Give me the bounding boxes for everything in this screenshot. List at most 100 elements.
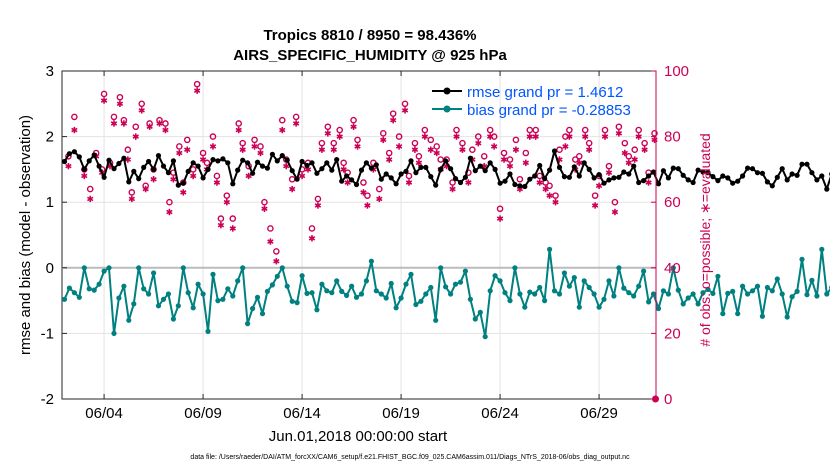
obs-possible-marker: [189, 166, 197, 173]
bias-point: [299, 273, 305, 279]
rmse-point: [502, 178, 508, 184]
y-tick-label-right: 40: [664, 260, 681, 277]
obs-evaluated-stroke: [421, 134, 429, 139]
rmse-point: [497, 180, 503, 186]
obs-evaluated-marker: [128, 195, 135, 203]
obs-evaluated-marker: [146, 123, 153, 130]
bias-point: [675, 287, 681, 293]
rmse-point: [571, 164, 577, 170]
obs-possible-marker: [433, 143, 441, 150]
obs-evaluated-stroke: [193, 88, 201, 93]
bias-point: [616, 265, 622, 271]
bias-point: [388, 280, 394, 287]
rmse-point: [467, 155, 473, 161]
obs-evaluated-marker: [170, 176, 177, 183]
bias-point: [650, 291, 657, 297]
obs-evaluated-marker: [401, 107, 409, 114]
obs-possible-marker: [340, 159, 347, 167]
rmse-point: [200, 175, 206, 181]
obs-possible-marker: [421, 126, 429, 134]
rmse-point: [472, 168, 478, 174]
rmse-point: [269, 151, 275, 157]
obs-evaluated-marker: [288, 185, 296, 193]
obs-possible-marker: [235, 120, 243, 127]
obs-evaluated-marker: [267, 238, 274, 245]
x-tick-label: 06/09: [184, 405, 222, 422]
rmse-point: [279, 153, 285, 159]
obs-evaluated-marker: [283, 162, 290, 170]
bias-point: [621, 285, 627, 291]
bias-point: [319, 281, 325, 287]
bias-point: [774, 276, 780, 282]
obs-evaluated-marker: [229, 225, 236, 232]
x-tick-label: 06/29: [580, 405, 618, 422]
obs-evaluated-stroke: [298, 173, 306, 179]
rmse-point: [428, 174, 434, 180]
obs-evaluated-marker: [100, 97, 108, 104]
obs-possible-marker: [324, 123, 332, 131]
rmse-point: [349, 177, 355, 183]
obs-evaluated-marker: [344, 179, 351, 186]
bias-point: [556, 291, 563, 297]
obs-evaluated-stroke: [566, 134, 573, 139]
x-tick-label: 06/24: [481, 405, 519, 422]
bias-point: [715, 273, 721, 279]
obs-evaluated-marker: [176, 149, 183, 157]
obs-evaluated-stroke: [453, 134, 460, 139]
obs-evaluated-stroke: [166, 209, 173, 215]
bias-point: [309, 290, 315, 296]
rmse-point: [126, 179, 132, 185]
bias-point: [542, 298, 548, 304]
obs-evaluated-marker: [591, 202, 599, 209]
obs-evaluated-stroke: [582, 134, 589, 139]
obs-evaluated-marker: [257, 149, 264, 157]
obs-evaluated-marker: [582, 133, 589, 140]
obs-evaluated-stroke: [542, 186, 549, 192]
obs-evaluated-stroke: [449, 186, 456, 192]
obs-evaluated-stroke: [433, 150, 440, 156]
obs-possible-marker: [651, 130, 658, 137]
rmse-point: [690, 179, 696, 186]
obs-evaluated-marker: [330, 146, 337, 153]
bias-point: [86, 286, 92, 292]
plot-area: [61, 70, 657, 400]
obs-evaluated-marker: [415, 159, 423, 167]
rmse-point: [225, 160, 231, 166]
rmse-point: [299, 158, 305, 165]
obs-evaluated-marker: [552, 199, 559, 206]
obs-evaluated-stroke: [156, 121, 163, 126]
obs-evaluated-marker: [546, 192, 553, 199]
obs-possible-marker: [116, 93, 124, 101]
obs-possible-marker: [496, 205, 504, 213]
obs-evaluated-stroke: [411, 147, 419, 153]
obs-possible-marker: [360, 179, 367, 186]
rmse-point: [76, 154, 82, 160]
bias-point: [358, 291, 365, 297]
obs-evaluated-stroke: [235, 127, 242, 133]
obs-evaluated-stroke: [526, 134, 533, 139]
bias-point: [200, 291, 206, 297]
obs-possible-marker: [427, 136, 435, 144]
obs-evaluated-stroke: [65, 163, 72, 169]
obs-evaluated-stroke: [522, 160, 529, 166]
rmse-point: [388, 175, 394, 181]
obs-possible-marker: [641, 139, 648, 147]
bias-point: [700, 290, 706, 296]
obs-evaluated-stroke: [81, 173, 88, 179]
rmse-point: [141, 164, 147, 170]
obs-evaluated-stroke: [304, 167, 312, 172]
rmse-point: [507, 171, 513, 177]
obs-evaluated-marker: [585, 146, 593, 153]
obs-evaluated-stroke: [475, 140, 482, 146]
rmse-point: [566, 174, 573, 180]
rmse-point: [606, 177, 612, 183]
obs-evaluated-stroke: [209, 144, 217, 149]
obs-possible-marker: [308, 225, 316, 232]
rmse-point: [71, 149, 77, 155]
obs-evaluated-marker: [138, 107, 145, 114]
obs-possible-marker: [605, 162, 613, 170]
obs-evaluated-marker: [475, 139, 482, 147]
bias-point: [824, 291, 830, 297]
bias-point: [720, 311, 726, 317]
obs-evaluated-stroke: [239, 147, 246, 153]
